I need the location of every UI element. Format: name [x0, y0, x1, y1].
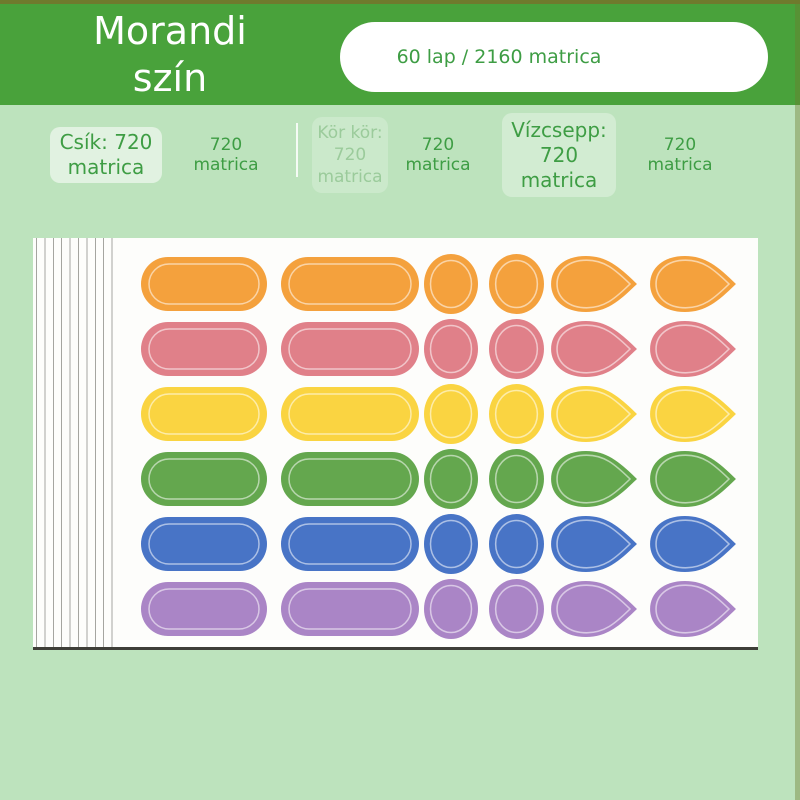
sticker-pill: [281, 322, 419, 376]
sticker-circle: [424, 384, 478, 444]
sticker-teardrop: [650, 451, 736, 507]
sticker-teardrop: [551, 321, 637, 377]
sticker-circle: [489, 319, 544, 379]
sticker-teardrop: [551, 516, 637, 572]
sticker-row-blue: [33, 513, 758, 578]
sticker-teardrop: [650, 386, 736, 442]
sticker-sheet: [33, 238, 758, 650]
sticker-pill: [281, 582, 419, 636]
circle-count-badge: Kör kör: 720 matrica: [312, 117, 388, 193]
sticker-teardrop: [650, 321, 736, 377]
sticker-row-purple: [33, 578, 758, 643]
sticker-circle: [489, 514, 544, 574]
sticker-circle: [424, 254, 478, 314]
sticker-rows: [33, 253, 758, 643]
sticker-teardrop: [551, 386, 637, 442]
sticker-row-yellow: [33, 383, 758, 448]
sticker-teardrop: [551, 581, 637, 637]
sticker-circle: [424, 514, 478, 574]
right-edge-strip: [795, 0, 800, 800]
sticker-row-green: [33, 448, 758, 513]
sticker-pill: [281, 387, 419, 441]
sticker-teardrop: [551, 256, 637, 312]
sheet-count-label: 60 lap / 2160 matrica: [396, 46, 602, 68]
sticker-teardrop: [650, 581, 736, 637]
sticker-circle: [489, 449, 544, 509]
top-edge-strip: [0, 0, 800, 4]
sticker-circle: [424, 319, 478, 379]
sticker-teardrop: [551, 451, 637, 507]
summary-row: Csík: 720 matrica 720 matrica Kör kör: 7…: [0, 105, 800, 235]
page-title: Morandi szín: [93, 9, 247, 100]
sheet-count-badge: 60 lap / 2160 matrica: [340, 22, 768, 92]
sticker-row-pink: [33, 318, 758, 383]
sticker-circle: [489, 254, 544, 314]
sticker-row-orange: [33, 253, 758, 318]
stripe-count-badge: Csík: 720 matrica: [50, 127, 162, 183]
sticker-pill: [281, 452, 419, 506]
sticker-teardrop: [650, 516, 736, 572]
sheet-stack-edges: [36, 238, 120, 647]
sticker-pill: [141, 322, 267, 376]
sticker-pill: [141, 452, 267, 506]
summary-divider: [296, 123, 298, 177]
teardrop-count-value: 720 matrica: [647, 135, 713, 175]
teardrop-count-badge: Vízcsepp: 720 matrica: [502, 113, 616, 197]
sticker-pill: [141, 582, 267, 636]
sticker-pill: [141, 387, 267, 441]
circle-count-value: 720 matrica: [405, 135, 471, 175]
sticker-circle: [424, 579, 478, 639]
sticker-circle: [489, 579, 544, 639]
header-banner: Morandi szín 60 lap / 2160 matrica: [0, 4, 800, 105]
sticker-pill: [281, 257, 419, 311]
sticker-circle: [489, 384, 544, 444]
sticker-pill: [281, 517, 419, 571]
stripe-count-value: 720 matrica: [193, 135, 259, 175]
sticker-pill: [141, 257, 267, 311]
sticker-pill: [141, 517, 267, 571]
sticker-circle: [424, 449, 478, 509]
sticker-teardrop: [650, 256, 736, 312]
